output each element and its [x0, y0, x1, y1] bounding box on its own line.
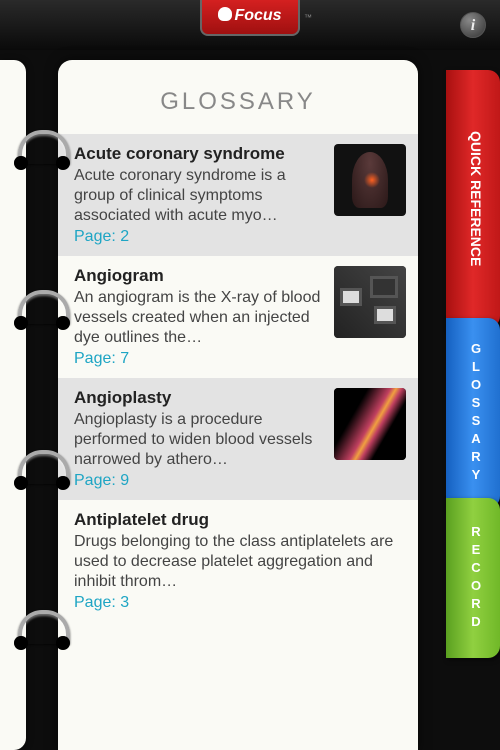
- tab-glossary[interactable]: GLOSSARY: [446, 318, 500, 508]
- entry-desc: Angioplasty is a procedure performed to …: [74, 410, 324, 470]
- page-title: GLOSSARY: [58, 60, 418, 134]
- glossary-entry[interactable]: Acute coronary syndrome Acute coronary s…: [58, 134, 418, 256]
- previous-page-edge[interactable]: [0, 60, 26, 750]
- entry-text: Angioplasty Angioplasty is a procedure p…: [74, 388, 324, 490]
- entry-thumbnail: [334, 388, 406, 460]
- entry-desc: Drugs belonging to the class antiplatele…: [74, 532, 406, 592]
- top-bar: Focus ™ i: [0, 0, 500, 50]
- side-tabs: QUICK REFERENCE GLOSSARY RECORD: [408, 60, 500, 750]
- entry-page-link[interactable]: Page: 2: [74, 228, 324, 246]
- glossary-entry[interactable]: Antiplatelet drug Drugs belonging to the…: [58, 500, 418, 622]
- tab-record[interactable]: RECORD: [446, 498, 500, 658]
- glossary-page: GLOSSARY Acute coronary syndrome Acute c…: [58, 60, 418, 750]
- entry-text: Angiogram An angiogram is the X-ray of b…: [74, 266, 324, 368]
- entry-title: Antiplatelet drug: [74, 510, 406, 530]
- brand-label: Focus: [234, 7, 281, 24]
- tab-quick-reference-label: QUICK REFERENCE: [468, 131, 484, 266]
- tab-quick-reference[interactable]: QUICK REFERENCE: [446, 70, 500, 328]
- entry-title: Acute coronary syndrome: [74, 144, 324, 164]
- entry-desc: Acute coronary syndrome is a group of cl…: [74, 166, 324, 226]
- entry-text: Acute coronary syndrome Acute coronary s…: [74, 144, 324, 246]
- entry-page-link[interactable]: Page: 3: [74, 594, 406, 612]
- focus-brand-badge: Focus ™: [200, 0, 300, 36]
- entry-title: Angiogram: [74, 266, 324, 286]
- entry-text: Antiplatelet drug Drugs belonging to the…: [74, 510, 406, 612]
- entry-page-link[interactable]: Page: 9: [74, 472, 324, 490]
- info-button[interactable]: i: [460, 12, 486, 38]
- entry-title: Angioplasty: [74, 388, 324, 408]
- entry-page-link[interactable]: Page: 7: [74, 350, 324, 368]
- focus-head-icon: [218, 7, 232, 21]
- trademark-label: ™: [304, 2, 312, 34]
- entry-thumbnail: [334, 144, 406, 216]
- tab-record-label: RECORD: [469, 524, 484, 632]
- entry-thumbnail: [334, 266, 406, 338]
- tab-glossary-label: GLOSSARY: [469, 341, 484, 485]
- glossary-entry[interactable]: Angiogram An angiogram is the X-ray of b…: [58, 256, 418, 378]
- glossary-entry[interactable]: Angioplasty Angioplasty is a procedure p…: [58, 378, 418, 500]
- binder-area: QUICK REFERENCE GLOSSARY RECORD GLOSSARY…: [0, 50, 500, 750]
- entry-desc: An angiogram is the X-ray of blood vesse…: [74, 288, 324, 348]
